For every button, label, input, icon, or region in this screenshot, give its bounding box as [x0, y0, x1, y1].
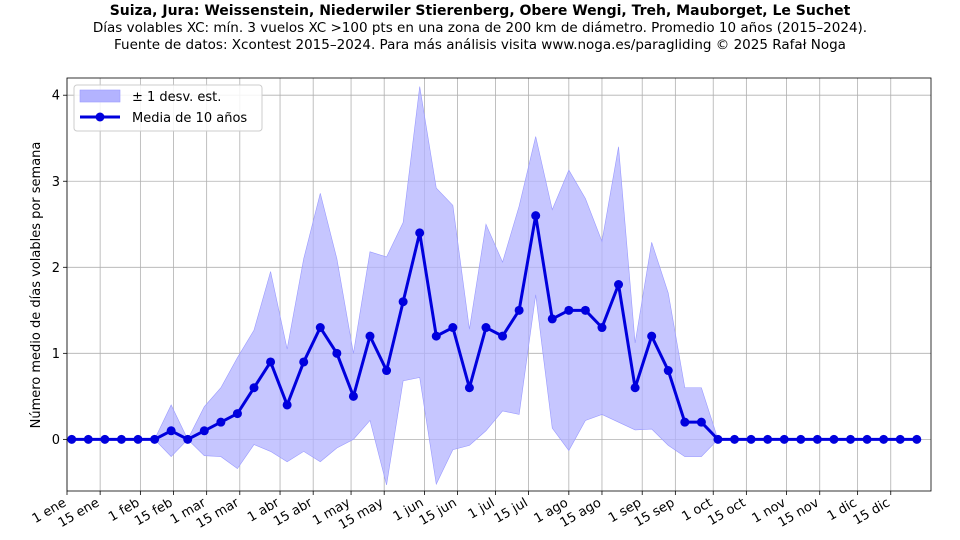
mean-series-point — [680, 417, 690, 427]
mean-series-point — [564, 305, 574, 315]
mean-series-point — [912, 434, 922, 444]
mean-series-point — [730, 434, 740, 444]
mean-series-point — [299, 357, 309, 367]
mean-series-point — [431, 331, 441, 341]
mean-series-point — [365, 331, 375, 341]
plot-frame — [66, 77, 932, 492]
mean-series-point — [663, 366, 673, 376]
x-tick-label: 15 dic — [851, 495, 893, 528]
mean-series-point — [216, 417, 226, 427]
mean-series-point — [614, 280, 624, 289]
mean-series-point — [696, 417, 706, 427]
mean-series-point — [597, 323, 607, 333]
legend-mean-marker — [95, 112, 105, 122]
mean-series-point — [150, 434, 160, 444]
mean-series-point — [779, 434, 789, 444]
mean-series-point — [183, 434, 193, 444]
std-band-layer — [71, 86, 917, 486]
mean-series-point — [862, 434, 872, 444]
mean-series-point — [547, 314, 557, 324]
mean-series-point — [249, 383, 259, 393]
x-tick-label: 15 jul — [492, 495, 531, 526]
x-tick-label: 15 abr — [271, 495, 316, 529]
mean-series-point — [100, 434, 110, 444]
series-layer — [67, 211, 922, 444]
mean-series-point — [382, 366, 392, 376]
legend: ± 1 desv. est. Media de 10 años — [73, 84, 263, 132]
x-tick-label: 15 oct — [705, 495, 748, 528]
mean-series-point — [348, 391, 358, 401]
mean-series-point — [398, 297, 408, 307]
chart-title: Suiza, Jura: Weissenstein, Niederwiler S… — [109, 3, 851, 19]
mean-series-point — [266, 357, 276, 367]
mean-series-point — [531, 211, 541, 221]
mean-series-point — [332, 348, 342, 358]
mean-series-point — [232, 409, 242, 419]
legend-band-swatch — [79, 89, 121, 103]
mean-series-point — [199, 426, 209, 436]
mean-series-point — [829, 434, 839, 444]
chart-subtitle-source: Fuente de datos: Xcontest 2015–2024. Par… — [114, 37, 846, 53]
mean-series-point — [713, 434, 723, 444]
x-tick-label: 1 jul — [466, 495, 498, 522]
mean-series-point — [514, 305, 524, 315]
chart-subtitle: Días volables XC: mín. 3 vuelos XC >100 … — [92, 20, 868, 36]
x-tick-label: 15 feb — [132, 495, 175, 529]
mean-series-point — [763, 434, 773, 444]
mean-series-point — [315, 323, 325, 333]
mean-series-point — [812, 434, 822, 444]
mean-series-point — [498, 331, 508, 341]
mean-series-point — [448, 323, 458, 333]
y-tick-label: 2 — [52, 261, 60, 276]
mean-series-point — [166, 426, 176, 436]
x-tick-label: 15 jun — [417, 495, 460, 528]
y-tick-label: 0 — [52, 433, 60, 448]
legend-mean-label: Media de 10 años — [132, 111, 247, 126]
y-axis-label: Número medio de días volables por semana — [29, 142, 44, 429]
legend-band-label: ± 1 desv. est. — [132, 90, 221, 105]
mean-series-point — [630, 383, 640, 393]
mean-series-point — [580, 305, 590, 315]
std-band-area — [71, 86, 917, 486]
mean-series-point — [282, 400, 292, 410]
mean-series-point — [67, 434, 77, 444]
mean-series-point — [895, 434, 905, 444]
mean-series-point — [481, 323, 491, 333]
mean-series-point — [746, 434, 756, 444]
mean-series-point — [133, 434, 143, 444]
y-tick-label: 4 — [52, 89, 60, 104]
mean-series-point — [464, 383, 474, 393]
mean-series-point — [116, 434, 126, 444]
mean-series-point — [846, 434, 856, 444]
mean-series-point — [83, 434, 93, 444]
y-tick-label: 3 — [52, 175, 60, 190]
mean-series-point — [415, 228, 425, 238]
mean-series-point — [879, 434, 889, 444]
y-tick-label: 1 — [52, 347, 60, 362]
mean-series-point — [796, 434, 806, 444]
legend-box — [73, 84, 263, 132]
mean-series-line — [71, 214, 917, 441]
mean-series-point — [647, 331, 657, 341]
